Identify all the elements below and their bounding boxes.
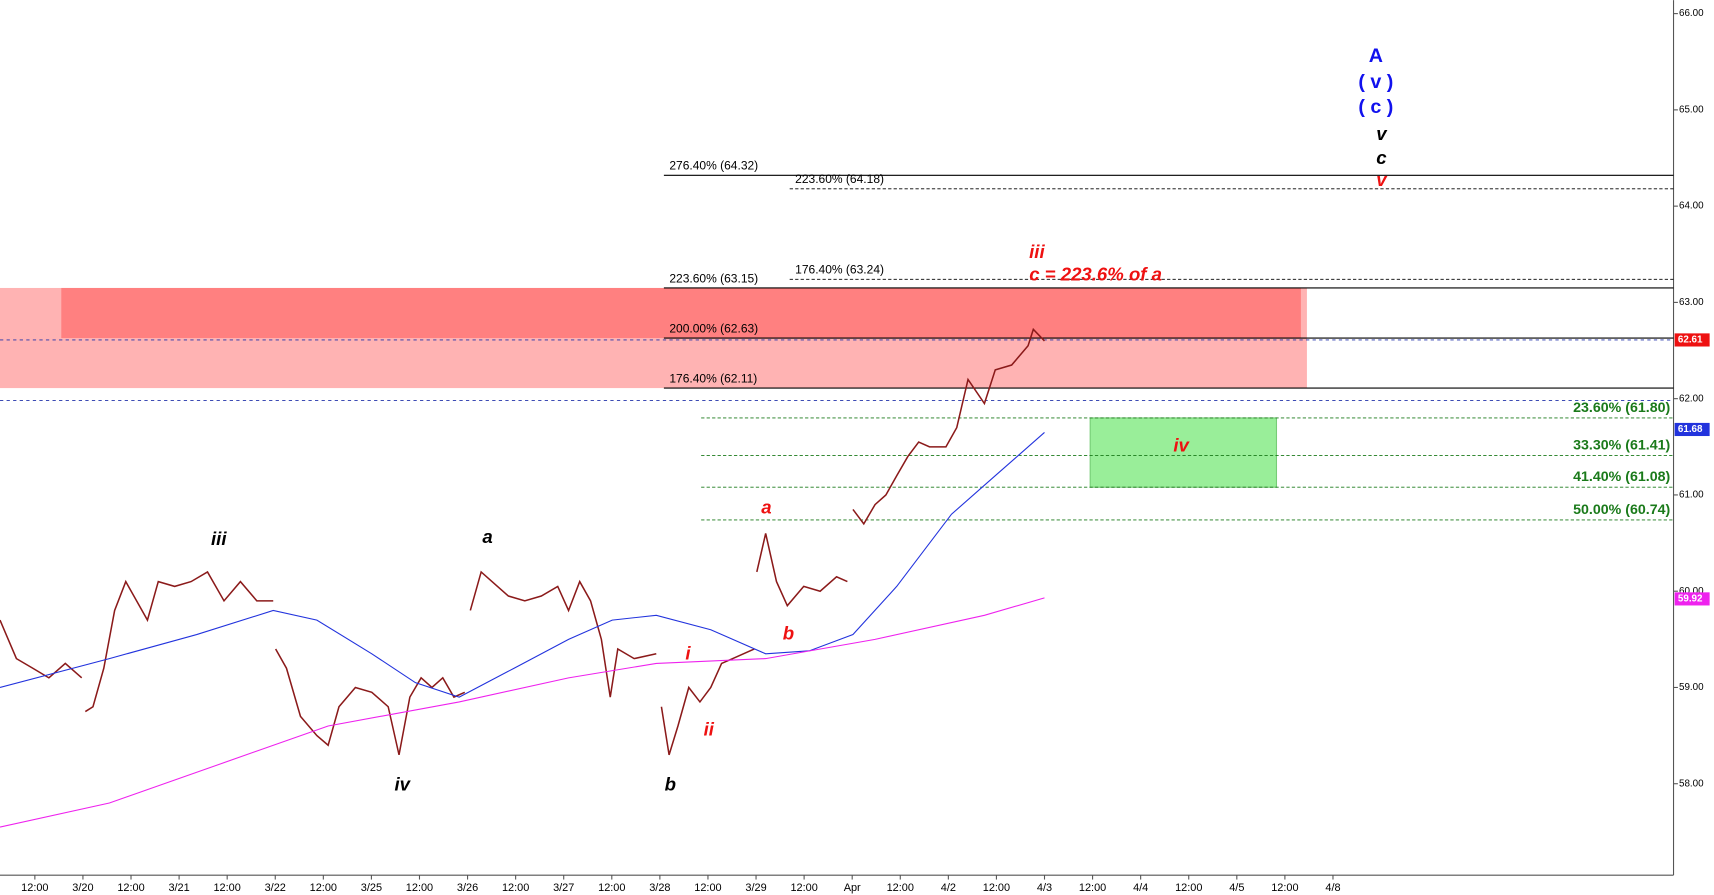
wave-label: i [685,643,691,664]
fib-label: 41.40% (61.08) [1573,469,1670,485]
price-tag-label: 61.68 [1678,424,1703,435]
wave-label: v [1376,169,1388,190]
x-tick-label: 3/27 [553,882,574,894]
x-tick-label: 12:00 [1079,882,1106,894]
price-tag [1674,592,1710,606]
wave-label: ( v ) [1358,71,1393,93]
fib-label: 176.40% (62.11) [669,372,757,386]
y-tick-label: 62.00 [1679,393,1704,404]
wave-label: ( c ) [1358,96,1393,118]
wave-label: c = 223.6% of a [1029,263,1162,284]
x-tick-label: 3/21 [168,882,189,894]
fib-label: 200.00% (62.63) [669,321,758,335]
wave-label: A [1369,45,1383,67]
x-tick-label: 4/8 [1325,882,1340,894]
y-tick-label: 63.00 [1679,297,1704,308]
x-tick-label: 12:00 [694,882,721,894]
zone [1089,417,1278,488]
x-tick-label: 4/2 [941,882,956,894]
fib-label: 50.00% (60.74) [1573,502,1670,518]
x-tick-label: 3/25 [361,882,382,894]
x-tick-label: 12:00 [1271,882,1298,894]
fib-label: 223.60% (63.15) [669,271,758,285]
x-tick-label: 12:00 [502,882,529,894]
x-tick-label: 12:00 [983,882,1010,894]
wave-label: v [1376,123,1388,144]
x-tick-label: 12:00 [213,882,240,894]
x-tick-label: 3/20 [72,882,93,894]
y-tick-label: 64.00 [1679,201,1704,212]
wave-label: iv [1173,435,1190,456]
x-tick-label: 3/29 [745,882,766,894]
y-tick-label: 59.00 [1679,682,1704,693]
y-tick-label: 61.00 [1679,490,1704,501]
wave-label: a [761,496,771,517]
fib-label: 176.40% (63.24) [795,263,884,277]
wave-label: b [665,774,676,795]
wave-label: iv [395,774,412,795]
zone [61,287,1301,339]
x-tick-label: 12:00 [310,882,337,894]
x-tick-label: 12:00 [790,882,817,894]
x-tick-label: 12:00 [598,882,625,894]
price-tag-label: 62.61 [1678,335,1703,346]
y-tick-label: 58.00 [1679,778,1704,789]
y-tick-label: 65.00 [1679,104,1704,115]
x-tick-label: 12:00 [406,882,433,894]
x-tick-label: 12:00 [1175,882,1202,894]
price-tag [1674,422,1710,437]
x-tick-label: 3/22 [265,882,286,894]
series-line [0,327,1046,756]
x-tick-label: 12:00 [117,882,144,894]
wave-label: ii [704,719,715,740]
series-line [0,431,1045,698]
fib-label: 23.60% (61.80) [1573,400,1670,416]
fib-label: 276.40% (64.32) [669,159,758,173]
x-tick-label: 12:00 [21,882,48,894]
x-tick-label: 4/3 [1037,882,1052,894]
series-line [0,597,1045,828]
x-tick-label: 4/5 [1229,882,1244,894]
y-tick-label: 60.00 [1679,586,1704,597]
wave-label: c [1376,147,1387,168]
fib-label: 33.30% (61.41) [1573,437,1670,453]
wave-label: iii [211,528,227,549]
x-tick-label: 3/26 [457,882,478,894]
fib-label: 223.60% (64.18) [795,172,884,186]
price-tag [1674,333,1710,347]
wave-label: a [482,526,492,547]
y-tick-label: 66.00 [1679,8,1704,19]
wave-label: iii [1029,241,1045,262]
x-tick-label: 12:00 [887,882,914,894]
wave-label: b [783,622,794,643]
x-tick-label: 3/28 [649,882,670,894]
x-tick-label: 4/4 [1133,882,1148,894]
x-tick-label: Apr [844,882,861,894]
price-tag-label: 59.92 [1678,593,1703,604]
